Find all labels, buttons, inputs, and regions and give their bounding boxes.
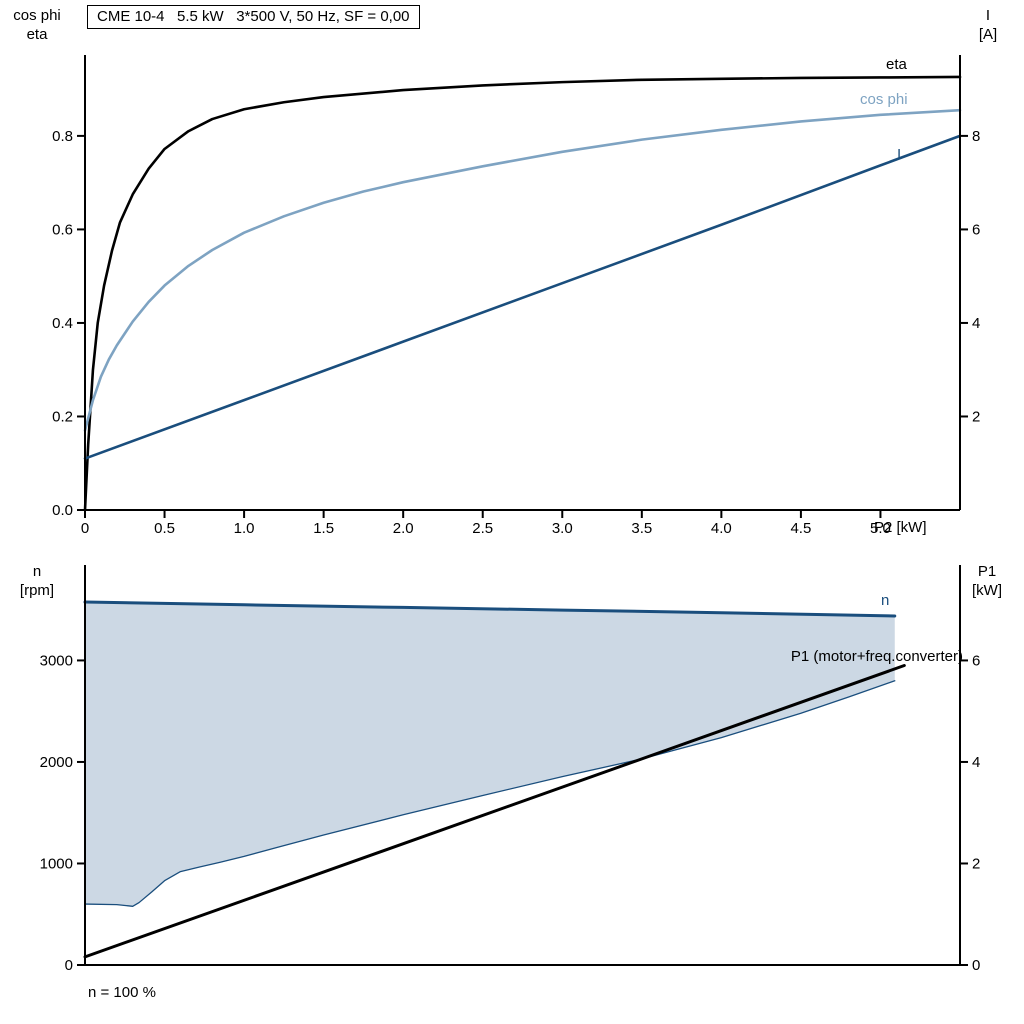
y-left-tick-label: 1000 bbox=[40, 855, 73, 872]
y-right-tick-label: 8 bbox=[972, 128, 980, 145]
x-tick-label: 5.0 bbox=[870, 520, 891, 537]
bottom-chart-yright-axis-label: P1 [kW] bbox=[972, 563, 1002, 599]
x-tick-label: 4.0 bbox=[711, 520, 732, 537]
cos-phi-curve-label: cos phi bbox=[860, 91, 908, 108]
series-P1 bbox=[83, 664, 906, 959]
x-tick-label: 2.0 bbox=[393, 520, 414, 537]
top-chart-yleft-axis-label: cos phi eta bbox=[13, 7, 61, 43]
y-right-tick-label: 0 bbox=[972, 957, 980, 974]
x-tick-label: 1.0 bbox=[234, 520, 255, 537]
y-left-tick-label: 0.0 bbox=[52, 502, 73, 519]
y-right-tick-label: 6 bbox=[972, 221, 980, 238]
speed-range-fill bbox=[85, 602, 895, 907]
speed-curve-label: n bbox=[881, 592, 890, 609]
series-I bbox=[83, 134, 962, 460]
y-left-tick-label: 0.6 bbox=[52, 221, 73, 238]
x-tick-label: 1.5 bbox=[313, 520, 334, 537]
chart-title: CME 10-4 5.5 kW 3*500 V, 50 Hz, SF = 0,0… bbox=[87, 5, 420, 29]
y-right-tick-label: 2 bbox=[972, 408, 980, 425]
series-cos-phi bbox=[83, 108, 962, 432]
top-chart-x-axis-label: P2 [kW] bbox=[874, 519, 927, 536]
y-right-tick-label: 6 bbox=[972, 652, 980, 669]
chart-0: 0 0.5 1.0 1.5 2.0 2.5 3.0 3.5 4.0 4.5 5.0 0.0 0.2 0.4… bbox=[52, 55, 980, 537]
current-curve-label: I bbox=[897, 146, 902, 163]
y-left-tick-label: 0.4 bbox=[52, 315, 73, 332]
y-right-tick-label: 4 bbox=[972, 754, 980, 771]
x-tick-label: 4.5 bbox=[790, 520, 811, 537]
top-chart-yright-axis-label: I [A] bbox=[978, 7, 998, 43]
y-right-tick-label: 2 bbox=[972, 855, 980, 872]
chart-1: 0 1000 2000 3000 0 2 4 6 bbox=[40, 565, 980, 974]
y-left-tick-label: 0.8 bbox=[52, 128, 73, 145]
y-left-tick-label: 3000 bbox=[40, 652, 73, 669]
series-eta bbox=[83, 75, 962, 512]
x-tick-label: 0 bbox=[81, 520, 89, 537]
y-left-tick-label: 0.2 bbox=[52, 408, 73, 425]
y-left-tick-label: 2000 bbox=[40, 754, 73, 771]
x-tick-label: 0.5 bbox=[154, 520, 175, 537]
y-right-tick-label: 4 bbox=[972, 315, 980, 332]
x-tick-label: 3.0 bbox=[552, 520, 573, 537]
series-n-min bbox=[84, 680, 896, 907]
series-n bbox=[83, 600, 897, 618]
x-tick-label: 3.5 bbox=[631, 520, 652, 537]
x-tick-label: 2.5 bbox=[472, 520, 493, 537]
p1-curve-label: P1 (motor+freq.converter) bbox=[790, 648, 963, 665]
eta-curve-label: eta bbox=[886, 56, 907, 73]
speed-annotation: n = 100 % bbox=[88, 984, 156, 1001]
y-left-tick-label: 0 bbox=[65, 957, 73, 974]
bottom-chart-yleft-axis-label: n [rpm] bbox=[19, 563, 55, 599]
